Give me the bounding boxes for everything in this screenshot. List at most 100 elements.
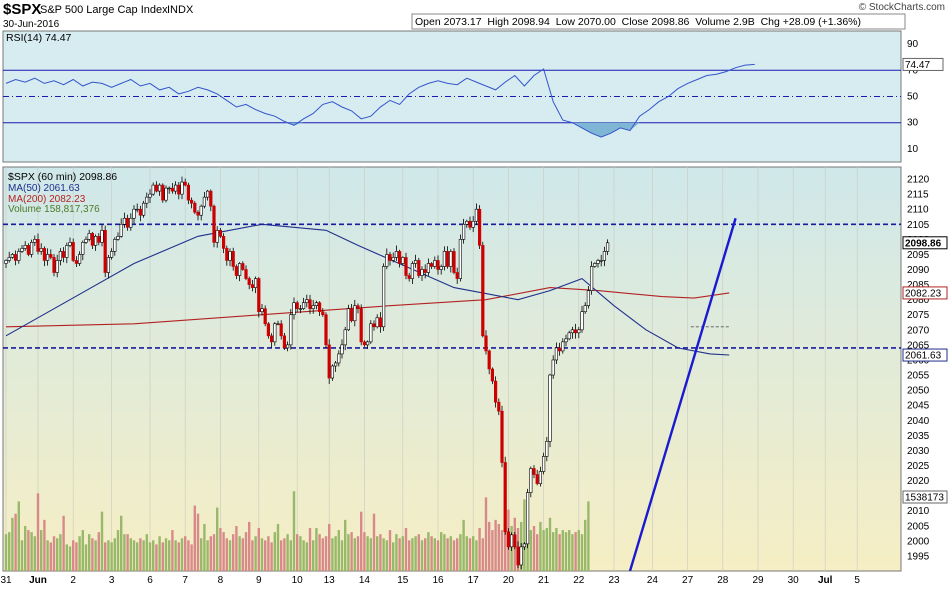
volume-bar — [110, 542, 113, 571]
candle-body — [33, 239, 37, 243]
candle-body — [142, 202, 146, 216]
x-tick-label: 15 — [397, 575, 409, 586]
volume-bar — [36, 493, 40, 571]
candle-body — [20, 248, 24, 252]
volume-bar — [344, 519, 347, 571]
volume-bar — [216, 507, 219, 571]
volume-bar — [411, 538, 414, 571]
date-label: 30-Jun-2016 — [3, 19, 60, 30]
volume-bar — [369, 538, 372, 571]
candle-body — [113, 239, 117, 252]
candle — [449, 249, 453, 273]
candle — [106, 254, 110, 279]
volume-bar — [462, 519, 465, 571]
volume-bar — [379, 534, 382, 571]
candle-body — [228, 251, 232, 261]
volume-bar — [177, 542, 180, 571]
volume-bar — [283, 538, 286, 571]
volume-bar — [404, 528, 408, 571]
candle — [417, 257, 421, 279]
volume-bar — [142, 540, 145, 571]
candle-body — [273, 323, 277, 343]
candle — [477, 205, 482, 249]
candle-body — [202, 196, 207, 207]
candle — [337, 350, 341, 367]
candle — [254, 276, 258, 294]
candle — [7, 251, 11, 263]
price-tick-label: 2105 — [907, 220, 930, 231]
volume-bar — [315, 528, 318, 571]
x-tick-label: 28 — [717, 575, 729, 586]
volume-bar — [308, 528, 312, 571]
volume-bar — [113, 538, 116, 571]
candle — [429, 262, 434, 270]
candle-body — [442, 251, 447, 267]
candle-body — [429, 263, 434, 267]
candle-body — [340, 344, 344, 355]
candle-body — [269, 335, 274, 343]
volume-bar — [129, 538, 132, 571]
volume-bar — [420, 540, 424, 571]
candle — [116, 232, 120, 241]
price-tick-label: 2005 — [907, 521, 930, 532]
candle-body — [439, 266, 443, 270]
candle — [186, 182, 191, 205]
volume-bar — [536, 534, 539, 571]
candle — [308, 294, 312, 315]
candle-body — [10, 254, 15, 258]
volume-bar — [24, 526, 27, 571]
candle — [177, 181, 181, 200]
candle-body — [375, 317, 379, 328]
candle — [599, 254, 603, 267]
candle — [589, 261, 594, 295]
candle-body — [145, 196, 149, 204]
volume-bar — [494, 519, 497, 571]
volume-bar — [88, 534, 91, 571]
volume-bar — [296, 534, 299, 571]
candle — [14, 250, 18, 266]
candle-body — [490, 368, 495, 382]
candle-body — [381, 266, 386, 328]
candle — [529, 466, 533, 498]
volume-bar — [574, 532, 577, 571]
candle-body — [535, 474, 539, 484]
volume-bar — [228, 540, 232, 571]
price-tick-label: 2075 — [907, 310, 930, 321]
candle — [218, 227, 223, 238]
volume-bar — [209, 536, 212, 571]
candle — [311, 300, 315, 314]
candle-body — [458, 239, 463, 279]
volume-bar — [68, 546, 72, 571]
volume-bar — [59, 534, 62, 571]
candle — [413, 254, 418, 268]
legend-volume: Volume 158,817,376 — [8, 204, 100, 215]
candle — [452, 248, 456, 275]
candle — [481, 241, 485, 338]
candle-body — [602, 251, 606, 261]
rsi-line — [5, 63, 755, 138]
candle-body — [39, 248, 43, 252]
candle-body — [170, 187, 175, 192]
candle-body — [477, 208, 482, 246]
candle — [52, 254, 56, 277]
candle-body — [129, 217, 133, 228]
rsi-tick-label: 30 — [907, 118, 919, 129]
volume-bar — [372, 513, 376, 571]
candle — [522, 542, 526, 551]
candle-body — [254, 278, 258, 288]
candle-body — [4, 260, 8, 264]
volume-bar — [484, 497, 488, 571]
candle-body — [74, 260, 78, 264]
candle — [557, 342, 562, 356]
candle — [327, 339, 331, 384]
volume-bar — [356, 536, 360, 571]
price-tick-label: 2120 — [907, 175, 930, 186]
volume-bar — [20, 540, 24, 571]
candle — [519, 543, 523, 570]
candle — [564, 334, 568, 347]
volume-bar — [168, 540, 171, 571]
candle-body — [231, 251, 235, 267]
volume-bar — [27, 530, 30, 571]
candle — [397, 249, 402, 268]
candle — [445, 246, 450, 269]
